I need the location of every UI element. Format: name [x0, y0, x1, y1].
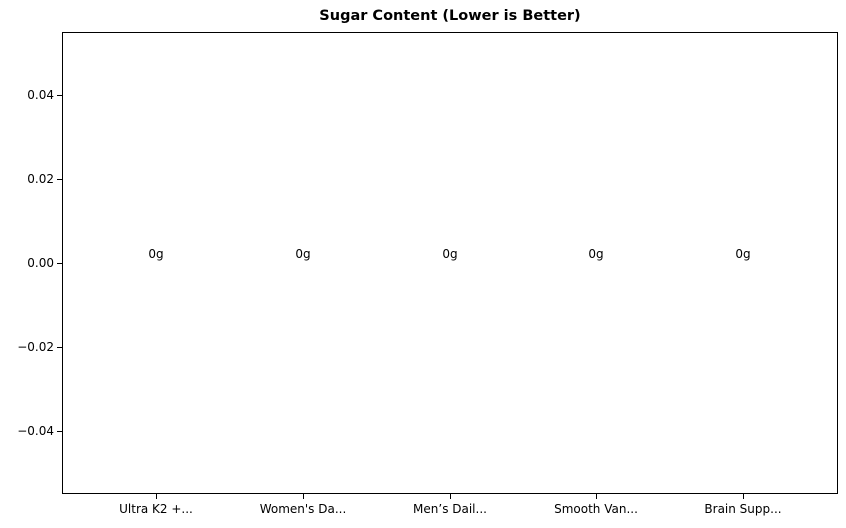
bar-value-label: 0g — [588, 247, 604, 261]
y-tick — [57, 263, 62, 264]
x-tick-label: Ultra K2 +... — [119, 502, 193, 516]
y-tick — [57, 95, 62, 96]
y-tick-label: 0.04 — [27, 88, 54, 102]
y-tick — [57, 179, 62, 180]
y-tick-label: −0.04 — [17, 424, 54, 438]
x-tick — [596, 494, 597, 499]
y-tick-label: −0.02 — [17, 340, 54, 354]
x-tick — [156, 494, 157, 499]
bar-value-label: 0g — [735, 247, 751, 261]
x-tick — [743, 494, 744, 499]
y-tick-label: 0.00 — [27, 256, 54, 270]
bar-value-label: 0g — [148, 247, 164, 261]
x-tick — [303, 494, 304, 499]
x-tick-label: Women's Da... — [259, 502, 347, 516]
y-tick-label: 0.02 — [27, 172, 54, 186]
bar-value-label: 0g — [442, 247, 458, 261]
chart-title: Sugar Content (Lower is Better) — [319, 8, 581, 24]
x-tick-label: Smooth Van... — [554, 502, 638, 516]
y-tick — [57, 431, 62, 432]
y-tick — [57, 347, 62, 348]
x-tick-label: Men’s Dail... — [413, 502, 487, 516]
x-tick-label: Brain Supp... — [704, 502, 782, 516]
bar-value-label: 0g — [295, 247, 311, 261]
plot-area — [62, 32, 838, 494]
x-tick — [450, 494, 451, 499]
